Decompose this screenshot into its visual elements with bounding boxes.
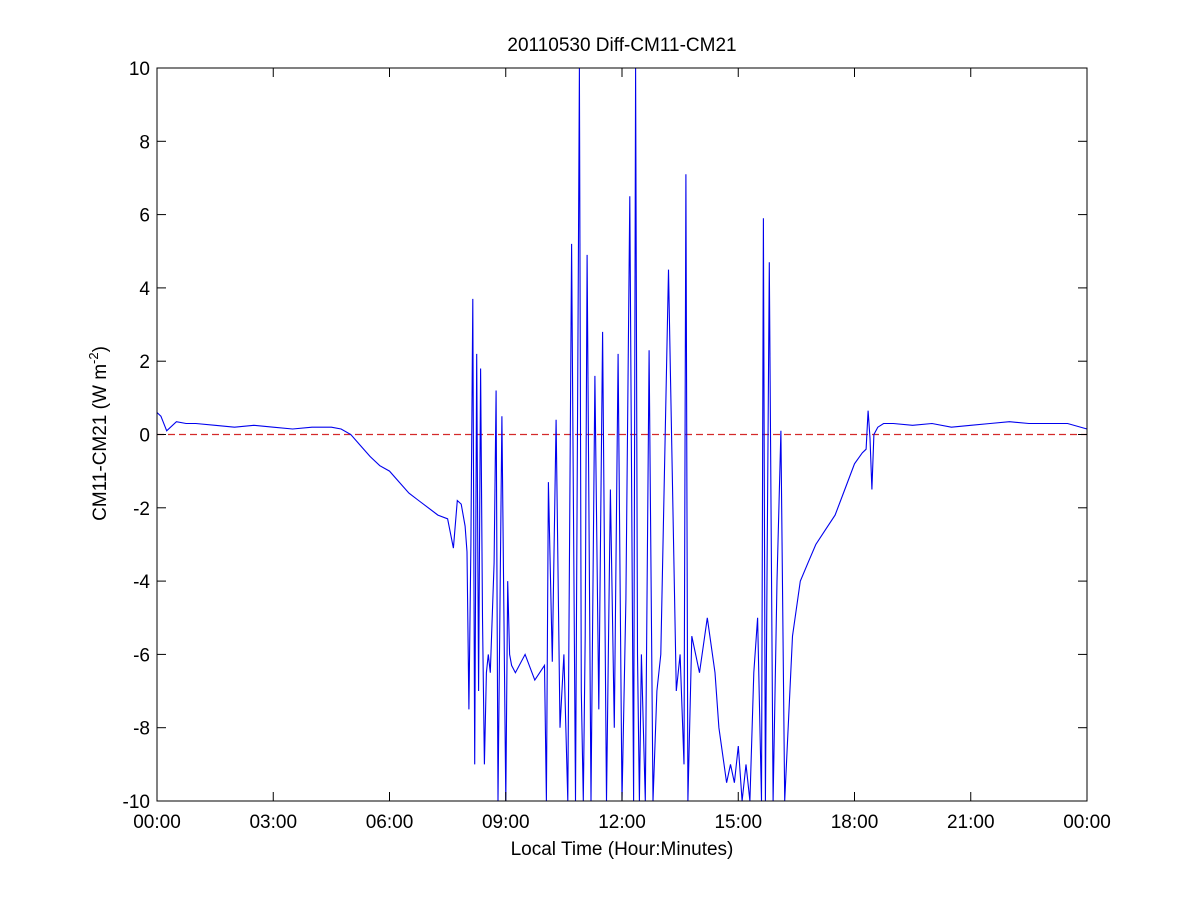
x-tick-label: 18:00	[831, 812, 879, 833]
x-tick-label: 15:00	[714, 812, 762, 833]
x-tick-label: 12:00	[598, 812, 646, 833]
tick-labels-layer: 00:00 03:00 06:00 09:00 12:00 15:00 18:00 21:00…	[123, 59, 1111, 833]
x-tick-label: 21:00	[947, 812, 995, 833]
series-line	[156, 67, 1088, 802]
x-tick-label: 03:00	[249, 812, 297, 833]
y-tick-label: 6	[139, 206, 150, 227]
x-axis-label: Local Time (Hour:Minutes)	[511, 839, 734, 860]
y-axis-label-suffix: )	[90, 346, 111, 352]
y-tick-label: -2	[133, 499, 150, 520]
y-tick-label: 8	[139, 132, 150, 153]
y-tick-label: -10	[123, 792, 150, 813]
y-tick-label: -4	[133, 572, 150, 593]
y-tick-label: 10	[129, 59, 150, 80]
x-tick-label: 00:00	[1063, 812, 1111, 833]
y-tick-label: 0	[139, 426, 150, 447]
y-axis-label-superscript: -2	[86, 352, 101, 364]
y-axis-label-text: CM11-CM21 (W m	[90, 364, 111, 521]
y-tick-label: -6	[133, 645, 150, 666]
series-layer	[156, 67, 1088, 802]
x-tick-label: 00:00	[133, 812, 181, 833]
y-axis-label: CM11-CM21 (W m-2)	[86, 346, 111, 521]
ticks-layer	[156, 67, 1088, 802]
x-tick-label: 06:00	[366, 812, 414, 833]
y-tick-label: -8	[133, 719, 150, 740]
chart-title: 20110530 Diff-CM11-CM21	[507, 35, 736, 56]
y-tick-label: 4	[139, 279, 150, 300]
x-tick-label: 09:00	[482, 812, 530, 833]
y-tick-label: 2	[139, 352, 150, 373]
